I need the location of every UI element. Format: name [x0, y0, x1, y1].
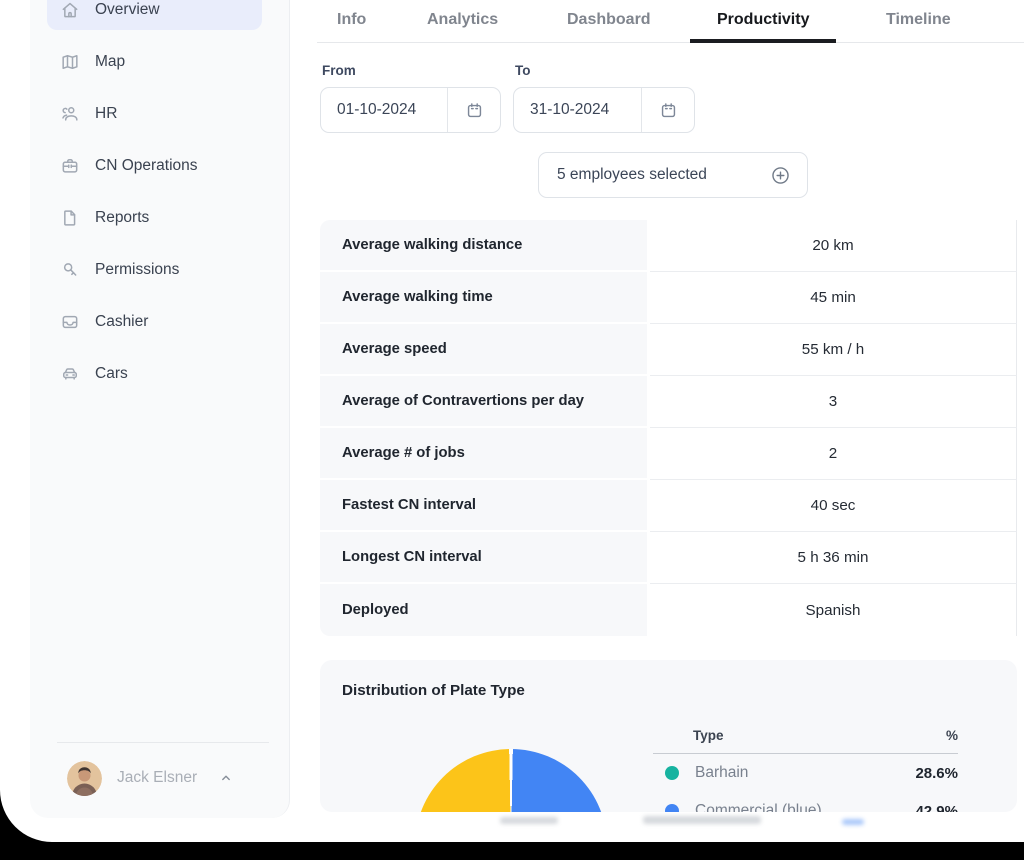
metric-label: Deployed — [320, 584, 647, 636]
legend-pct: 28.6% — [915, 764, 958, 782]
sidebar-item-label: Map — [95, 53, 126, 70]
sidebar-item-label: Overview — [95, 1, 160, 18]
metric-value: 2 — [650, 428, 1017, 480]
legend-row: Commercial (blue) 42.9% — [653, 792, 958, 812]
metric-label: Fastest CN interval — [320, 480, 647, 532]
sidebar-item-reports[interactable]: Reports — [47, 198, 262, 238]
sidebar-item-label: Cars — [95, 365, 128, 382]
employees-select[interactable]: 5 employees selected — [538, 152, 808, 198]
map-icon — [60, 52, 80, 72]
tab-timeline[interactable]: Timeline — [886, 11, 951, 28]
metric-value: 20 km — [650, 220, 1017, 272]
sidebar-item-label: Permissions — [95, 261, 180, 278]
legend-type: Commercial (blue) — [695, 802, 822, 812]
sidebar-item-overview[interactable]: Overview — [47, 0, 262, 30]
car-icon — [60, 364, 80, 384]
tab-productivity[interactable]: Productivity — [690, 0, 837, 43]
table-row: Average speed 55 km / h — [320, 324, 1017, 376]
sidebar: Overview Map HR — [30, 0, 290, 818]
table-row: Average # of jobs 2 — [320, 428, 1017, 480]
clipped-text-remnant — [643, 816, 761, 824]
sidebar-item-label: HR — [95, 105, 118, 122]
legend-header: Type % — [653, 718, 958, 754]
metric-label: Average of Contravertions per day — [320, 376, 647, 428]
input-divider — [641, 88, 642, 132]
sidebar-item-cashier[interactable]: Cashier — [47, 302, 262, 342]
table-row: Average walking distance 20 km — [320, 220, 1017, 272]
table-row: Longest CN interval 5 h 36 min — [320, 532, 1017, 584]
tab-dashboard[interactable]: Dashboard — [567, 11, 651, 28]
productivity-metrics-table: Average walking distance 20 km Average w… — [320, 220, 1017, 636]
legend-header-pct: % — [945, 728, 958, 743]
metric-value: 45 min — [650, 272, 1017, 324]
sidebar-nav: Overview Map HR — [30, 0, 289, 406]
table-row: Fastest CN interval 40 sec — [320, 480, 1017, 532]
sidebar-item-cn-operations[interactable]: CN Operations — [47, 146, 262, 186]
plate-type-pie-chart — [415, 749, 607, 812]
table-row: Average of Contravertions per day 3 — [320, 376, 1017, 428]
sidebar-item-label: Reports — [95, 209, 150, 226]
home-icon — [60, 0, 80, 20]
to-label: To — [515, 63, 531, 78]
sidebar-divider — [57, 742, 269, 743]
metric-label: Average walking time — [320, 272, 647, 324]
to-date-input[interactable]: 31-10-2024 — [513, 87, 695, 133]
sidebar-item-label: CN Operations — [95, 157, 198, 174]
from-label: From — [322, 63, 356, 78]
sidebar-item-map[interactable]: Map — [47, 42, 262, 82]
legend-header-type: Type — [693, 728, 724, 743]
legend-pct: 42.9% — [915, 802, 958, 813]
distribution-card: Distribution of Plate Type Type % Barhai… — [320, 660, 1017, 812]
input-divider — [447, 88, 448, 132]
legend-dot — [665, 766, 679, 780]
clipped-legend-dot-remnant — [842, 819, 864, 825]
sidebar-item-hr[interactable]: HR — [47, 94, 262, 134]
tab-info[interactable]: Info — [337, 11, 367, 28]
legend-row: Barhain 28.6% — [653, 754, 958, 792]
calendar-icon[interactable] — [642, 101, 694, 120]
tab-bar: Info Analytics Dashboard Productivity Ti… — [317, 0, 1024, 43]
tab-analytics[interactable]: Analytics — [427, 11, 499, 28]
sidebar-item-permissions[interactable]: Permissions — [47, 250, 262, 290]
from-date-input[interactable]: 01-10-2024 — [320, 87, 501, 133]
metric-label: Average speed — [320, 324, 647, 376]
legend-dot — [665, 804, 679, 812]
from-date-value: 01-10-2024 — [337, 101, 417, 118]
user-menu[interactable]: Jack Elsner — [67, 760, 233, 796]
metric-value: 40 sec — [650, 480, 1017, 532]
user-name: Jack Elsner — [117, 769, 198, 786]
legend-type: Barhain — [695, 764, 749, 781]
inbox-icon — [60, 312, 80, 332]
people-icon — [60, 104, 80, 124]
metric-value: 55 km / h — [650, 324, 1017, 376]
document-icon — [60, 208, 80, 228]
metric-value: 5 h 36 min — [650, 532, 1017, 584]
key-icon — [60, 260, 80, 280]
table-row: Deployed Spanish — [320, 584, 1017, 636]
plus-circle-icon[interactable] — [770, 165, 791, 186]
briefcase-icon — [60, 156, 80, 176]
metric-value: Spanish — [650, 584, 1017, 636]
clipped-text-remnant — [500, 817, 558, 824]
app-window: Overview Map HR — [0, 0, 1024, 842]
metric-label: Average walking distance — [320, 220, 647, 272]
sidebar-item-label: Cashier — [95, 313, 149, 330]
avatar — [67, 760, 102, 796]
to-date-value: 31-10-2024 — [530, 101, 610, 118]
pie-legend: Type % Barhain 28.6% Commercial (blue) 4… — [653, 718, 958, 812]
metric-label: Average # of jobs — [320, 428, 647, 480]
metric-label: Longest CN interval — [320, 532, 647, 584]
calendar-icon[interactable] — [448, 101, 500, 120]
card-title: Distribution of Plate Type — [342, 682, 525, 699]
table-row: Average walking time 45 min — [320, 272, 1017, 324]
sidebar-item-cars[interactable]: Cars — [47, 354, 262, 394]
employees-selected-text: 5 employees selected — [557, 166, 707, 183]
chevron-up-icon[interactable] — [219, 771, 233, 785]
metric-value: 3 — [650, 376, 1017, 428]
